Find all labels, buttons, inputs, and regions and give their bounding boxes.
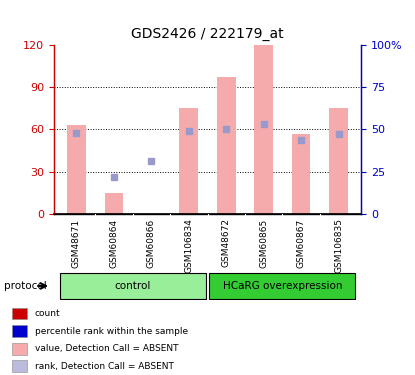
Bar bbox=[292, 134, 310, 214]
Text: GSM60867: GSM60867 bbox=[297, 218, 305, 268]
Text: rank, Detection Call = ABSENT: rank, Detection Call = ABSENT bbox=[35, 362, 174, 371]
Bar bbox=[105, 193, 123, 214]
Text: GSM60864: GSM60864 bbox=[110, 218, 118, 267]
Bar bbox=[210, 273, 355, 298]
Text: protocol: protocol bbox=[4, 281, 47, 291]
Bar bbox=[12, 308, 27, 320]
Bar bbox=[12, 325, 27, 337]
Bar bbox=[12, 343, 27, 354]
Bar bbox=[12, 360, 27, 372]
Text: GSM48671: GSM48671 bbox=[72, 218, 81, 267]
Bar bbox=[67, 125, 86, 214]
Text: percentile rank within the sample: percentile rank within the sample bbox=[35, 327, 188, 336]
Text: GSM106835: GSM106835 bbox=[334, 218, 343, 273]
Text: GSM60866: GSM60866 bbox=[147, 218, 156, 268]
Text: count: count bbox=[35, 309, 61, 318]
Title: GDS2426 / 222179_at: GDS2426 / 222179_at bbox=[131, 27, 284, 41]
Bar bbox=[217, 77, 236, 214]
Bar bbox=[179, 108, 198, 214]
Text: value, Detection Call = ABSENT: value, Detection Call = ABSENT bbox=[35, 344, 178, 353]
Text: GSM60865: GSM60865 bbox=[259, 218, 268, 268]
Bar bbox=[329, 108, 348, 214]
Text: GSM106834: GSM106834 bbox=[184, 218, 193, 273]
Text: control: control bbox=[115, 281, 151, 291]
Text: GSM48672: GSM48672 bbox=[222, 218, 231, 267]
Bar bbox=[60, 273, 205, 298]
Text: HCaRG overexpression: HCaRG overexpression bbox=[223, 281, 342, 291]
Bar bbox=[254, 45, 273, 214]
